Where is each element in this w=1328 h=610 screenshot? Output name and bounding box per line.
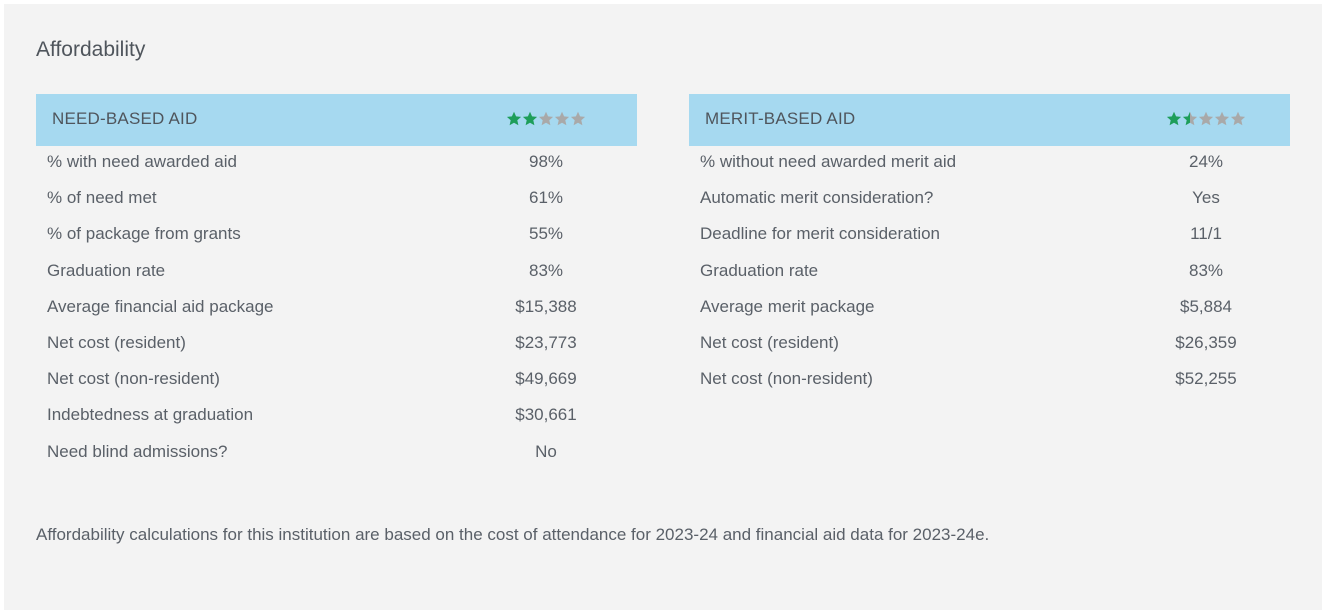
row-label: Need blind admissions? <box>47 441 228 461</box>
star-icon <box>570 111 586 126</box>
row-label: Deadline for merit consideration <box>700 224 941 244</box>
row-value: $23,773 <box>515 332 577 352</box>
table-row: Net cost (non-resident) $49,669 <box>36 363 637 399</box>
table-row: Graduation rate 83% <box>36 255 637 291</box>
table-row: % with need awarded aid 98% <box>36 146 637 182</box>
table-row: % of need met 61% <box>36 182 637 218</box>
row-value: $49,669 <box>515 369 577 389</box>
star-icon <box>522 111 538 126</box>
row-value: $30,661 <box>515 405 577 425</box>
star-icon <box>506 111 522 126</box>
merit-based-aid-rating <box>1166 111 1246 127</box>
star-icon <box>1214 111 1230 126</box>
table-row: % without need awarded merit aid 24% <box>689 146 1290 182</box>
row-label: % of need met <box>47 188 157 208</box>
need-based-aid-rows: % with need awarded aid 98% % of need met 6… <box>36 146 637 472</box>
need-based-aid-header: NEED-BASED AID <box>36 94 637 146</box>
need-based-aid-table: NEED-BASED AID % with need awarded aid 98… <box>36 94 637 472</box>
table-row: Net cost (non-resident) $52,255 <box>689 363 1290 399</box>
row-label: % of package from grants <box>47 224 241 244</box>
row-value: $15,388 <box>515 296 577 316</box>
row-label: % with need awarded aid <box>47 152 237 171</box>
row-label: Indebtedness at graduation <box>47 405 254 425</box>
star-icon <box>554 111 570 126</box>
row-label: Graduation rate <box>47 260 166 280</box>
star-icon <box>1166 111 1182 126</box>
section-title: Affordability <box>36 38 146 61</box>
affordability-footnote: Affordability calculations for this inst… <box>36 525 990 544</box>
table-row: % of package from grants 55% <box>36 218 637 254</box>
star-icon <box>538 111 554 126</box>
star-icon <box>1198 111 1214 126</box>
row-label: Average merit package <box>700 296 875 316</box>
row-label: Net cost (resident) <box>700 332 839 352</box>
row-value: 55% <box>528 224 564 244</box>
row-label: Graduation rate <box>700 260 819 280</box>
row-label: Automatic merit consideration? <box>700 188 934 208</box>
table-row: Automatic merit consideration? Yes <box>689 182 1290 218</box>
row-value: Yes <box>1192 188 1220 208</box>
row-label: Net cost (non-resident) <box>47 369 220 389</box>
need-based-aid-heading: NEED-BASED AID <box>52 109 198 128</box>
row-label: % without need awarded merit aid <box>700 152 957 171</box>
table-row: Deadline for merit consideration 11/1 <box>689 218 1290 254</box>
merit-based-aid-rows: % without need awarded merit aid 24% Autom… <box>689 146 1290 399</box>
table-row: Average financial aid package $15,388 <box>36 291 637 327</box>
table-row: Indebtedness at graduation $30,661 <box>36 399 637 435</box>
row-value: 83% <box>1188 260 1224 280</box>
row-label: Net cost (resident) <box>47 332 186 352</box>
row-label: Net cost (non-resident) <box>700 369 873 389</box>
row-value: $52,255 <box>1175 369 1237 389</box>
merit-based-aid-header: MERIT-BASED AID <box>689 94 1290 146</box>
merit-based-aid-heading: MERIT-BASED AID <box>705 109 856 128</box>
table-row: Net cost (resident) $26,359 <box>689 327 1290 363</box>
merit-based-aid-table: MERIT-BASED AID % without need awarded m… <box>689 94 1290 399</box>
row-value: No <box>535 441 557 461</box>
row-value: 98% <box>528 152 564 171</box>
table-row: Graduation rate 83% <box>689 255 1290 291</box>
need-based-aid-rating <box>506 111 586 127</box>
table-row: Net cost (resident) $23,773 <box>36 327 637 363</box>
star-icon <box>1182 111 1198 126</box>
star-icon <box>1230 111 1246 126</box>
table-row: Average merit package $5,884 <box>689 291 1290 327</box>
row-value: $26,359 <box>1175 332 1237 352</box>
row-value: 24% <box>1188 152 1224 171</box>
row-label: Average financial aid package <box>47 296 274 316</box>
row-value: $5,884 <box>1180 296 1232 316</box>
affordability-panel: Affordability NEED-BASED AID % with need… <box>4 4 1322 610</box>
row-value: 11/1 <box>1190 224 1222 244</box>
table-row: Need blind admissions? No <box>36 436 637 472</box>
row-value: 83% <box>528 260 564 280</box>
row-value: 61% <box>528 188 564 208</box>
